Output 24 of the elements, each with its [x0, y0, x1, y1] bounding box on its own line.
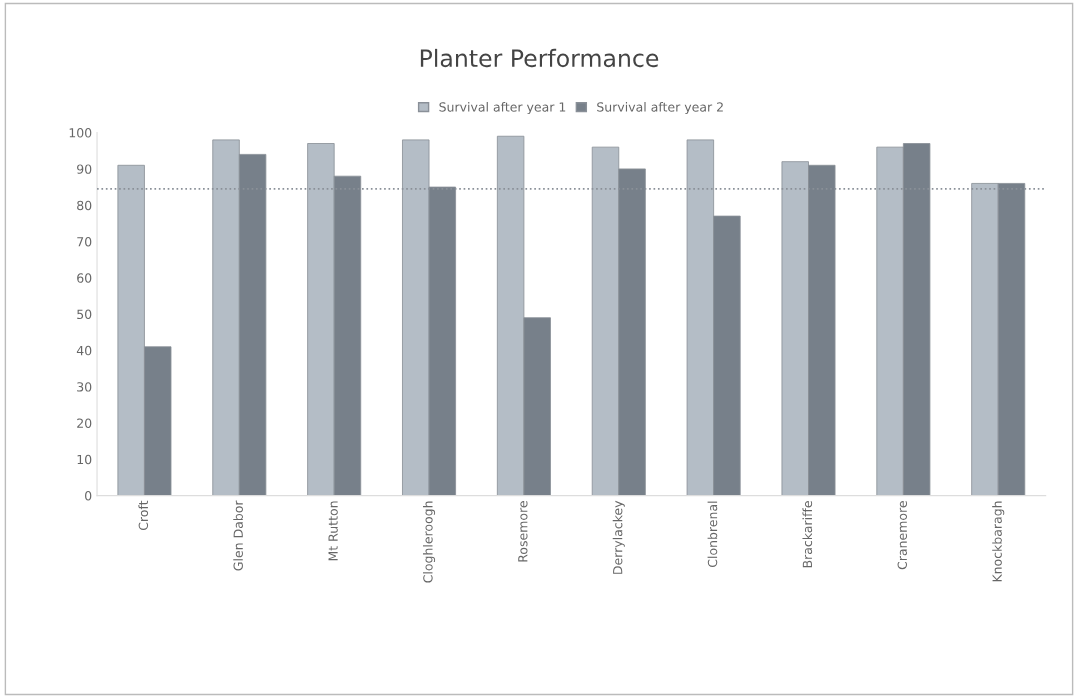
x-tick-label: Croft [138, 500, 149, 531]
y-tick-label: 30 [77, 382, 92, 392]
legend-label: Survival after year 1 [439, 102, 566, 115]
y-tick-label: 60 [77, 273, 92, 283]
x-tick-label: Clonbrenal [707, 501, 718, 568]
y-tick-label: 40 [76, 345, 92, 356]
chart-title: Planter Performance [420, 48, 659, 68]
y-tick-label: 80 [77, 200, 92, 211]
y-tick-label: 100 [69, 128, 92, 138]
y-tick-label: 90 [77, 164, 92, 174]
x-tick-label: Mt Rutton [328, 501, 338, 561]
y-tick-label: 70 [77, 236, 92, 247]
x-tick-label: Glen Dabor [233, 500, 243, 571]
y-tick-label: 10 [77, 454, 92, 465]
x-tick-label: Knockbaragh [992, 501, 1005, 582]
x-tick-label: Cloghleroogh [423, 501, 436, 583]
x-tick-label: Cranemore [897, 501, 907, 570]
x-tick-label: Rosemore [518, 501, 528, 562]
y-tick-label: 20 [77, 418, 92, 428]
y-tick-label: 0 [85, 491, 92, 501]
x-tick-label: Derrylackey [612, 500, 625, 574]
y-tick-label: 50 [77, 309, 92, 320]
x-tick-label: Brackariffe [802, 501, 813, 568]
legend-label: Survival after year 2 [597, 102, 723, 115]
